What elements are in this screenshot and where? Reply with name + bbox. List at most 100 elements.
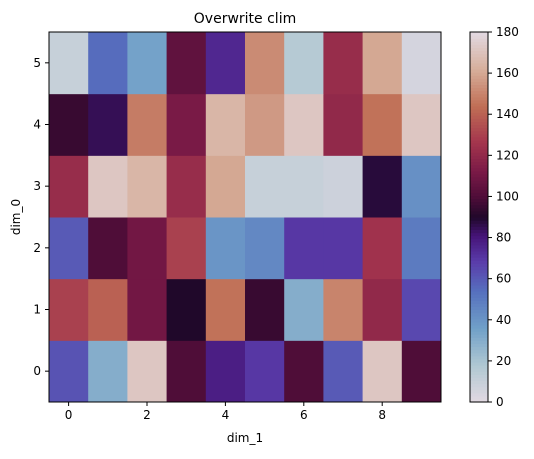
x-axis-ticks: 0 2 4 6 8 <box>65 402 386 422</box>
colorbar-segment <box>470 59 488 64</box>
colorbar-segment <box>470 398 488 403</box>
colorbar-tick-label: 0 <box>496 395 504 409</box>
colorbar-segment <box>470 112 488 116</box>
colorbar-segment <box>470 176 488 181</box>
colorbar-segment <box>470 47 488 52</box>
heatmap-cell <box>88 93 128 156</box>
colorbar-segment <box>470 389 488 394</box>
heatmap-cell <box>88 278 128 341</box>
colorbar-segment <box>470 358 488 363</box>
heatmap-cell <box>166 278 207 341</box>
heatmap-cell <box>49 155 89 218</box>
colorbar-segment <box>470 232 488 237</box>
colorbar-segment <box>470 167 488 172</box>
heatmap-cell <box>88 155 128 218</box>
colorbar-segment <box>470 263 488 267</box>
colorbar-segment <box>470 69 488 73</box>
colorbar-segment <box>470 229 488 234</box>
heatmap-cell <box>49 217 89 280</box>
heatmap-cell <box>127 93 168 156</box>
colorbar-segment <box>470 192 488 197</box>
colorbar-segment <box>470 343 488 348</box>
heatmap-cell <box>205 278 246 341</box>
colorbar-segment <box>470 93 488 98</box>
colorbar-segment <box>470 324 488 329</box>
colorbar-segment <box>470 269 488 274</box>
colorbar-segment <box>470 210 488 215</box>
x-tick-label: 6 <box>300 408 308 422</box>
colorbar-segment <box>470 38 488 42</box>
colorbar-segment <box>470 195 488 200</box>
colorbar-segment <box>470 355 488 360</box>
colorbar-segment <box>470 247 488 252</box>
colorbar-segment <box>470 106 488 110</box>
colorbar-segment <box>470 331 488 335</box>
x-tick-label: 4 <box>222 408 230 422</box>
colorbar-segment <box>470 380 488 385</box>
colorbar-segment <box>470 309 488 314</box>
colorbar-tick-label: 100 <box>496 189 519 203</box>
colorbar-segment <box>470 287 488 292</box>
colorbar-segment <box>470 318 488 323</box>
plot-frame <box>48 31 442 403</box>
colorbar-segment <box>470 250 488 255</box>
heatmap-cell <box>284 32 324 95</box>
heatmap-cell <box>362 32 403 95</box>
heatmap-cell <box>166 32 207 95</box>
colorbar-segment <box>470 278 488 283</box>
heatmap-cell <box>166 155 207 218</box>
colorbar-segment <box>470 56 488 61</box>
colorbar-segment <box>470 346 488 351</box>
colorbar-segment <box>470 361 488 366</box>
colorbar-segment <box>470 300 488 304</box>
colorbar-segment <box>470 121 488 126</box>
heatmap-cell <box>166 340 207 403</box>
heatmap-cell <box>245 93 285 156</box>
heatmap-cell <box>205 93 246 156</box>
colorbar-segment <box>470 115 488 119</box>
colorbar-tick-label: 140 <box>496 107 519 121</box>
colorbar-segment <box>470 72 488 76</box>
colorbar-segment <box>470 161 488 166</box>
x-tick-label: 2 <box>143 408 151 422</box>
y-axis-label: dim_0 <box>9 199 23 235</box>
colorbar-segment <box>470 35 488 39</box>
heatmap-cell <box>323 155 364 218</box>
heatmap-cell <box>362 93 403 156</box>
colorbar-segment <box>470 41 488 45</box>
colorbar-segment <box>470 235 488 240</box>
y-tick-label: 1 <box>33 303 41 317</box>
colorbar-segment <box>470 374 488 378</box>
colorbar-segment <box>470 207 488 212</box>
colorbar-segment <box>470 392 488 397</box>
heatmap-cell <box>401 155 442 218</box>
colorbar-segment <box>470 284 488 289</box>
colorbar-tick-label: 180 <box>496 25 519 39</box>
colorbar-segment <box>470 84 488 89</box>
colorbar-tick-label: 40 <box>496 313 511 327</box>
colorbar-segment <box>470 260 488 264</box>
colorbar-segment <box>470 371 488 375</box>
heatmap-cell <box>127 340 168 403</box>
colorbar-segment <box>470 266 488 271</box>
heatmap-cell <box>245 217 285 280</box>
heatmap-cell <box>284 217 324 280</box>
colorbar-segment <box>470 149 488 153</box>
colorbar-segment <box>470 78 488 82</box>
colorbar-segment <box>470 136 488 141</box>
colorbar-segment <box>470 386 488 391</box>
colorbar-segment <box>470 90 488 95</box>
heatmap-cell <box>88 340 128 403</box>
colorbar-segment <box>470 395 488 400</box>
colorbar-segment <box>470 365 488 369</box>
colorbar-segment <box>470 303 488 308</box>
heatmap-cell <box>401 217 442 280</box>
colorbar-segment <box>470 183 488 187</box>
colorbar-segment <box>470 217 488 221</box>
colorbar-segment <box>470 53 488 58</box>
colorbar-segment <box>470 158 488 163</box>
colorbar-segment <box>470 155 488 160</box>
colorbar-segment <box>470 173 488 178</box>
colorbar-segment <box>470 50 488 55</box>
colorbar-tick-label: 160 <box>496 66 519 80</box>
